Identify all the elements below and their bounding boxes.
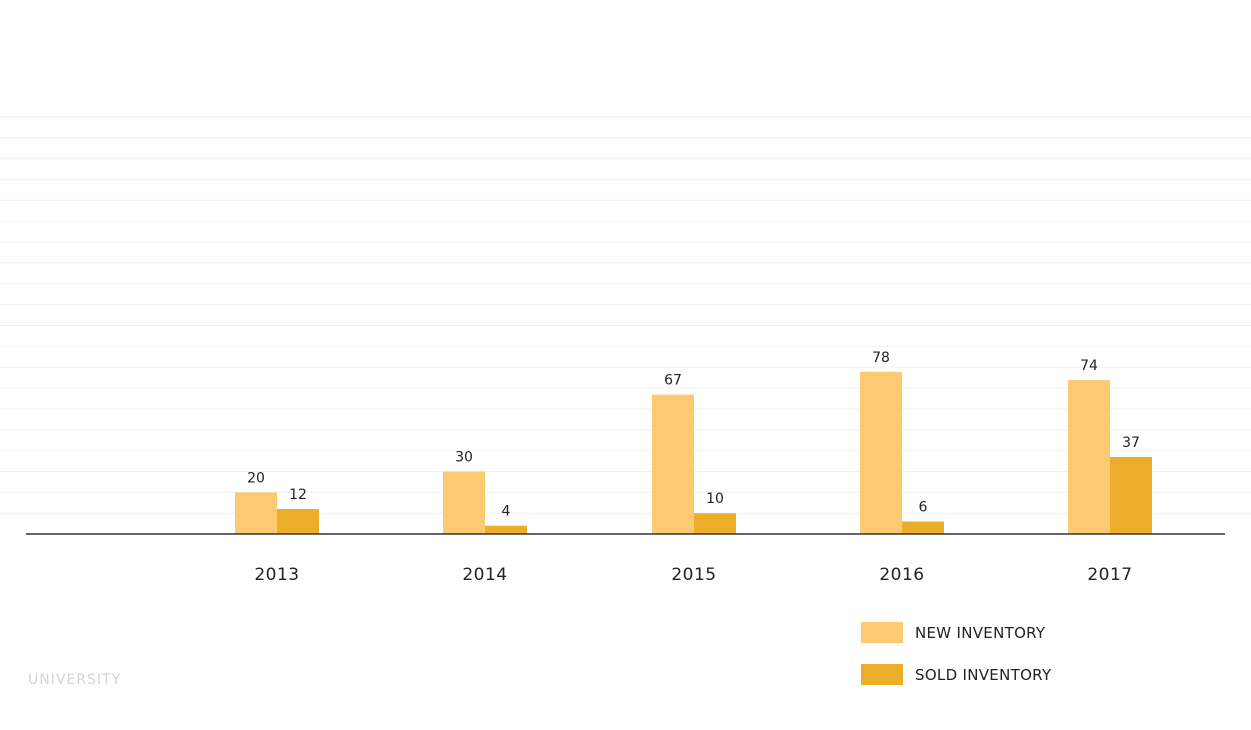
bar-sold-inventory-2014 <box>485 525 527 534</box>
legend-label-new-inventory: NEW INVENTORY <box>915 624 1046 642</box>
value-label-new-inventory-2016: 78 <box>872 350 890 366</box>
x-tick-label-2013: 2013 <box>254 565 299 585</box>
bar-new-inventory-2016 <box>860 371 902 534</box>
value-label-new-inventory-2014: 30 <box>455 450 473 466</box>
value-label-sold-inventory-2017: 37 <box>1122 435 1140 451</box>
value-label-sold-inventory-2014: 4 <box>502 504 511 520</box>
value-label-new-inventory-2017: 74 <box>1080 358 1098 374</box>
legend-label-sold-inventory: SOLD INVENTORY <box>915 666 1052 684</box>
legend-swatch-new-inventory <box>861 622 903 643</box>
bar-sold-inventory-2017 <box>1110 457 1152 534</box>
bar-new-inventory-2017 <box>1068 380 1110 534</box>
grid-lines <box>0 116 1251 514</box>
bar-new-inventory-2015 <box>652 394 694 534</box>
x-tick-label-2014: 2014 <box>462 565 507 585</box>
value-label-new-inventory-2015: 67 <box>664 373 682 389</box>
value-label-new-inventory-2013: 20 <box>247 470 265 486</box>
x-tick-label-2015: 2015 <box>671 565 716 585</box>
value-label-sold-inventory-2016: 6 <box>919 500 928 516</box>
x-axis-tick-labels: 2013 2014 2015 2016 2017 <box>254 565 1132 585</box>
legend-swatch-sold-inventory <box>861 664 903 685</box>
legend: NEW INVENTORY SOLD INVENTORY <box>861 622 1052 685</box>
value-label-sold-inventory-2013: 12 <box>289 487 307 503</box>
x-tick-label-2016: 2016 <box>879 565 924 585</box>
bar-sold-inventory-2015 <box>694 513 736 534</box>
x-tick-label-2017: 2017 <box>1087 565 1132 585</box>
value-labels: 20 12 30 4 67 10 78 6 74 37 <box>247 350 1140 520</box>
bars <box>235 371 1152 534</box>
value-label-sold-inventory-2015: 10 <box>706 491 724 507</box>
bar-sold-inventory-2016 <box>902 521 944 534</box>
watermark-text: UNIVERSITY <box>28 672 121 688</box>
bar-new-inventory-2013 <box>235 492 277 534</box>
bar-new-inventory-2014 <box>443 471 485 534</box>
bar-sold-inventory-2013 <box>277 509 319 534</box>
